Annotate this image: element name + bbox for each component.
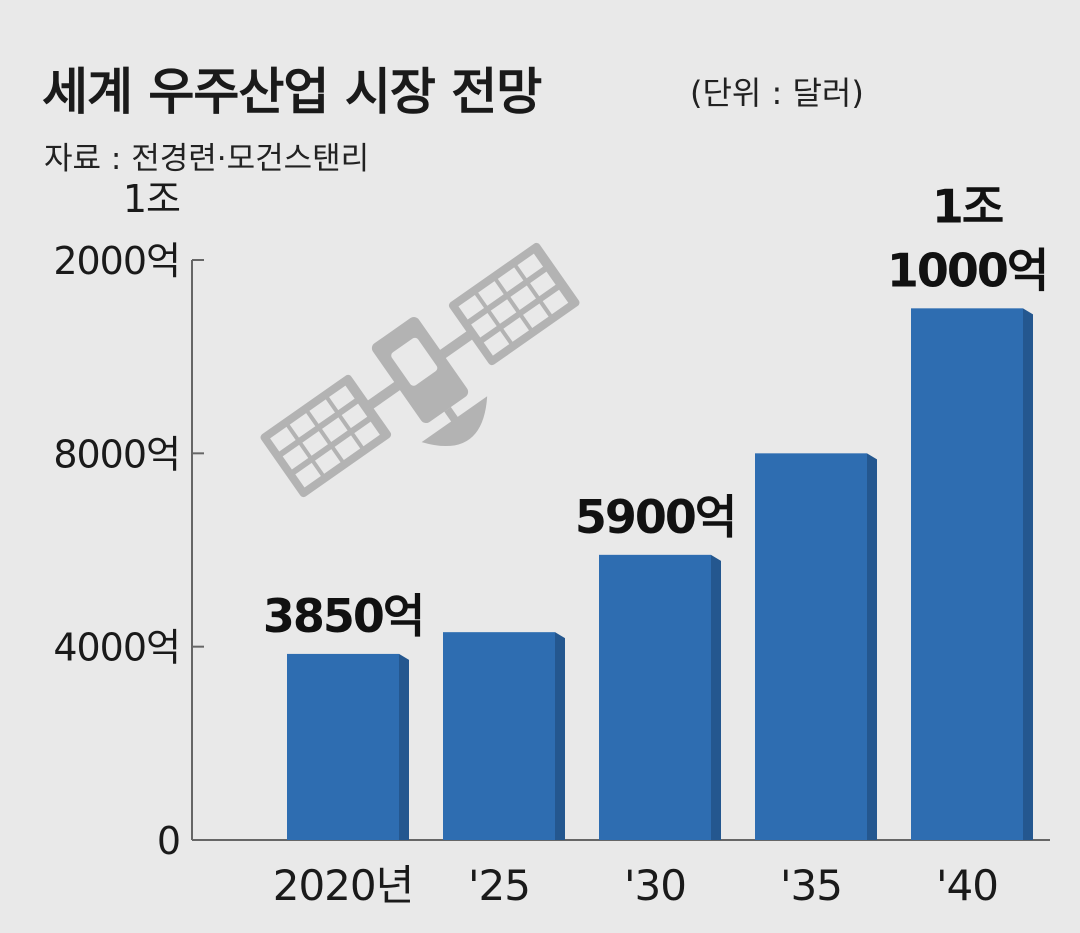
data-label: 1조 bbox=[932, 179, 1003, 233]
bar bbox=[287, 653, 399, 840]
bar bbox=[911, 308, 1023, 840]
bar-side bbox=[711, 554, 721, 840]
satellite-icon bbox=[260, 242, 580, 498]
bar-side bbox=[555, 632, 565, 840]
y-tick-label: 0 bbox=[157, 819, 180, 863]
data-label: 3850억 bbox=[263, 589, 423, 643]
x-tick-label: '25 bbox=[468, 861, 530, 910]
x-tick-label: '40 bbox=[936, 861, 998, 910]
solar-panel-right bbox=[448, 242, 580, 366]
y-tick-label: 8000억 bbox=[53, 432, 180, 476]
solar-panel-left bbox=[260, 374, 392, 498]
chart-bars bbox=[287, 308, 1033, 840]
bar-side bbox=[1023, 308, 1033, 840]
bar bbox=[599, 554, 711, 840]
chart-axes: 0 4000억 8000억 1조 2000억 bbox=[53, 177, 1050, 863]
chart-labels: 2020년 '25 '30 '35 '40 3850억 5900억 1조 1000억 bbox=[263, 179, 1049, 910]
source-label: 자료 : 전경련·모건스탠리 bbox=[44, 141, 370, 177]
y-tick-label: 1조 bbox=[123, 177, 180, 221]
y-tick-label: 4000억 bbox=[53, 626, 180, 670]
bar bbox=[755, 453, 867, 840]
bar-side bbox=[399, 653, 409, 840]
x-tick-label: '35 bbox=[780, 861, 842, 910]
x-tick-label: 2020년 bbox=[273, 861, 414, 910]
chart-title: 세계 우주산업 시장 전망 bbox=[42, 63, 542, 121]
bar bbox=[443, 632, 555, 840]
data-label: 1000억 bbox=[887, 243, 1047, 297]
y-tick-label: 2000억 bbox=[53, 239, 180, 283]
data-label: 5900억 bbox=[575, 490, 735, 544]
x-tick-label: '30 bbox=[624, 861, 686, 910]
bar-side bbox=[867, 453, 877, 840]
unit-label: (단위 : 달러) bbox=[690, 74, 864, 112]
